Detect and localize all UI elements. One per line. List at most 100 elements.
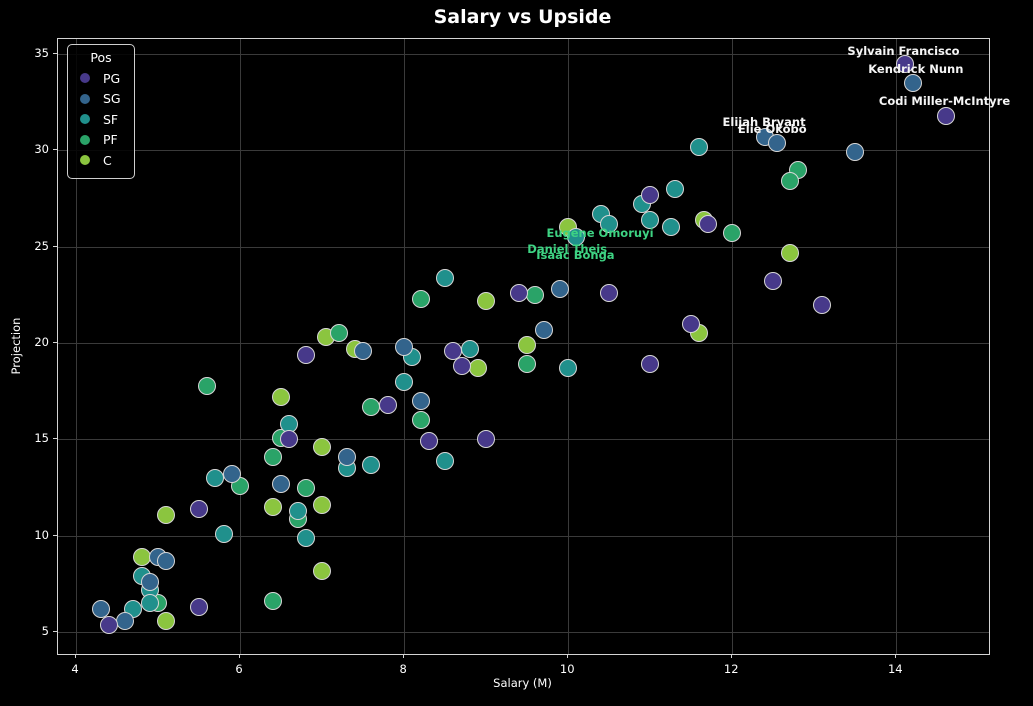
gridline xyxy=(732,39,734,654)
x-tick-mark xyxy=(239,654,241,658)
scatter-point xyxy=(723,224,742,243)
scatter-point xyxy=(395,372,414,391)
legend-item: SG xyxy=(68,89,134,110)
scatter-point xyxy=(436,268,455,287)
annotation-label: Sylvain Francisco xyxy=(847,44,960,59)
legend-swatch-icon xyxy=(80,155,90,166)
legend-swatch-icon xyxy=(80,114,90,125)
scatter-point xyxy=(354,341,373,360)
scatter-point xyxy=(99,615,118,634)
annotation-label: Kendrick Nunn xyxy=(868,62,964,77)
scatter-point xyxy=(813,295,832,314)
scatter-point xyxy=(641,210,660,229)
scatter-point xyxy=(272,388,291,407)
scatter-point xyxy=(288,501,307,520)
scatter-point xyxy=(641,185,660,204)
legend-swatch-icon xyxy=(80,134,90,145)
scatter-point xyxy=(222,465,241,484)
scatter-point xyxy=(190,598,209,617)
y-tick-mark xyxy=(53,631,57,633)
gridline xyxy=(58,150,989,152)
scatter-point xyxy=(337,447,356,466)
scatter-point xyxy=(534,320,553,339)
scatter-point xyxy=(780,172,799,191)
legend-title: Pos xyxy=(90,50,112,65)
scatter-point xyxy=(362,455,381,474)
annotation-label: Elijah Bryant xyxy=(722,115,806,130)
x-tick-mark xyxy=(567,654,569,658)
scatter-point xyxy=(296,478,315,497)
annotation-label: Elie Okobo xyxy=(737,122,807,137)
scatter-point xyxy=(411,391,430,410)
x-tick-label: 12 xyxy=(723,662,739,676)
scatter-point xyxy=(460,339,479,358)
x-tick-mark xyxy=(75,654,77,658)
scatter-point xyxy=(518,355,537,374)
scatter-point xyxy=(263,447,282,466)
scatter-point xyxy=(132,548,151,567)
y-tick-label: 35 xyxy=(34,46,49,61)
scatter-point xyxy=(698,214,717,233)
y-tick-mark xyxy=(53,149,57,151)
scatter-point xyxy=(313,561,332,580)
y-tick-mark xyxy=(53,53,57,55)
scatter-point xyxy=(518,336,537,355)
y-tick-label: 10 xyxy=(34,527,49,542)
scatter-point xyxy=(378,395,397,414)
scatter-point xyxy=(690,137,709,156)
scatter-point xyxy=(936,106,955,125)
scatter-point xyxy=(313,438,332,457)
scatter-point xyxy=(682,314,701,333)
scatter-point xyxy=(190,499,209,518)
gridline xyxy=(58,632,989,634)
scatter-point xyxy=(157,551,176,570)
scatter-point xyxy=(526,285,545,304)
legend-item-label: PG xyxy=(103,70,121,86)
scatter-point xyxy=(157,611,176,630)
y-tick-mark xyxy=(53,534,57,536)
y-tick-label: 20 xyxy=(34,335,49,350)
legend-swatch-icon xyxy=(80,73,90,84)
x-tick-label: 14 xyxy=(887,662,903,676)
scatter-point xyxy=(116,611,135,630)
y-tick-mark xyxy=(53,342,57,344)
legend-item: SF xyxy=(68,109,134,130)
scatter-point xyxy=(411,411,430,430)
scatter-point xyxy=(903,73,922,92)
scatter-point xyxy=(419,432,438,451)
gridline xyxy=(58,535,989,537)
scatter-point xyxy=(477,430,496,449)
scatter-point xyxy=(768,133,787,152)
scatter-point xyxy=(280,430,299,449)
annotation-label: Daniel Theis xyxy=(527,241,608,256)
scatter-point xyxy=(272,474,291,493)
scatter-point xyxy=(140,594,159,613)
scatter-point xyxy=(436,451,455,470)
x-tick-label: 8 xyxy=(399,662,407,676)
y-tick-mark xyxy=(53,438,57,440)
legend: Pos PG SG SF PF C xyxy=(67,44,135,179)
x-tick-mark xyxy=(403,654,405,658)
scatter-point xyxy=(206,469,225,488)
y-tick-label: 5 xyxy=(41,624,49,639)
legend-item: PG xyxy=(68,68,134,89)
scatter-point xyxy=(661,218,680,237)
annotation-label: Eugene Omoruyi xyxy=(546,226,654,241)
scatter-point xyxy=(157,505,176,524)
scatter-point xyxy=(846,143,865,162)
scatter-point xyxy=(600,284,619,303)
scatter-point xyxy=(313,496,332,515)
scatter-point xyxy=(551,280,569,299)
scatter-point xyxy=(214,524,233,543)
legend-item-label: PF xyxy=(103,132,118,148)
y-tick-mark xyxy=(53,245,57,247)
scatter-point xyxy=(263,592,282,611)
legend-item-label: SG xyxy=(103,91,121,107)
scatter-point xyxy=(198,376,217,395)
scatter-point xyxy=(477,291,496,310)
scatter-point xyxy=(296,528,315,547)
gridline xyxy=(58,54,989,56)
scatter-point xyxy=(509,284,528,303)
gridline xyxy=(58,246,989,248)
